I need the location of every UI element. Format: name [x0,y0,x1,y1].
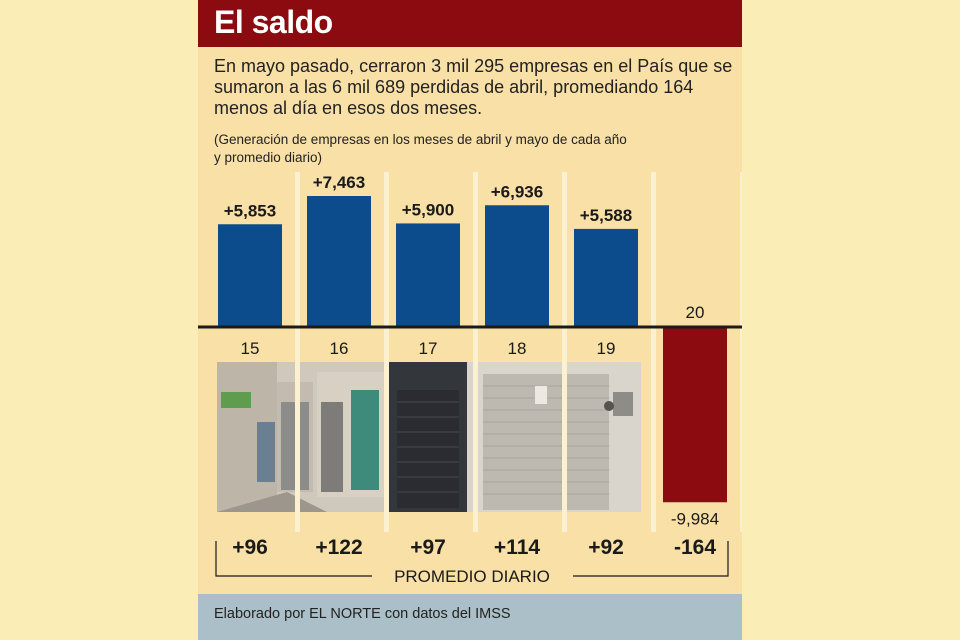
daily-average-title: PROMEDIO DIARIO [394,567,550,586]
column-separator [384,172,389,532]
bar-18 [485,205,549,327]
x-tick-20: 20 [686,303,705,322]
value-label-20: -9,984 [671,509,719,528]
header-bar: El saldo [198,0,742,47]
value-labels-group: +5,853 +7,463 +5,900 +6,936 +5,588 -9,984 [224,173,719,528]
daily-average-20: -164 [674,536,716,559]
bar-15 [218,224,282,327]
daily-average-15: +96 [232,536,268,559]
daily-average-18: +114 [494,536,540,559]
infographic-panel: El saldo En mayo pasado, cerraron 3 mil … [198,0,742,640]
bracket-right [573,541,729,577]
column-separator [740,172,742,532]
summary-text: En mayo pasado, cerraron 3 mil 295 empre… [214,56,733,118]
closed-shops-photo [217,362,641,512]
value-label-17: +5,900 [402,200,454,219]
source-credit: Elaborado por EL NORTE con datos del IMS… [214,606,511,622]
daily-average-16: +122 [315,536,362,559]
x-tick-18: 18 [508,339,527,358]
value-label-15: +5,853 [224,201,276,220]
column-separator [651,172,656,532]
bar-20 [663,327,727,503]
column-separator [473,172,478,532]
page-title: El saldo [214,4,333,40]
daily-average-bracket: PROMEDIO DIARIO [215,541,729,586]
x-tick-15: 15 [241,339,260,358]
x-tick-19: 19 [597,339,616,358]
column-separators [295,172,742,532]
daily-average-group: +96 +122 +97 +114 +92 -164 [232,536,716,559]
bar-19 [574,228,638,327]
chart-subtitle: (Generación de empresas en los meses de … [214,132,627,165]
footer-bar: Elaborado por EL NORTE con datos del IMS… [198,594,742,640]
daily-average-17: +97 [410,536,446,559]
value-label-19: +5,588 [580,206,632,225]
value-label-16: +7,463 [313,173,365,192]
bars-group [218,196,727,503]
bar-17 [396,223,460,327]
bar-16 [307,196,371,327]
column-separator [562,172,567,532]
value-label-18: +6,936 [491,182,543,201]
daily-average-19: +92 [588,536,624,559]
column-separator [295,172,300,532]
bar-chart: +5,853+7,463+5,900+6,936+5,588-9,984 15 1… [198,172,742,586]
x-tick-16: 16 [330,339,349,358]
x-tick-17: 17 [419,339,438,358]
bracket-left [215,541,372,577]
x-tick-labels-group: 15 16 17 18 19 20 [241,303,705,358]
